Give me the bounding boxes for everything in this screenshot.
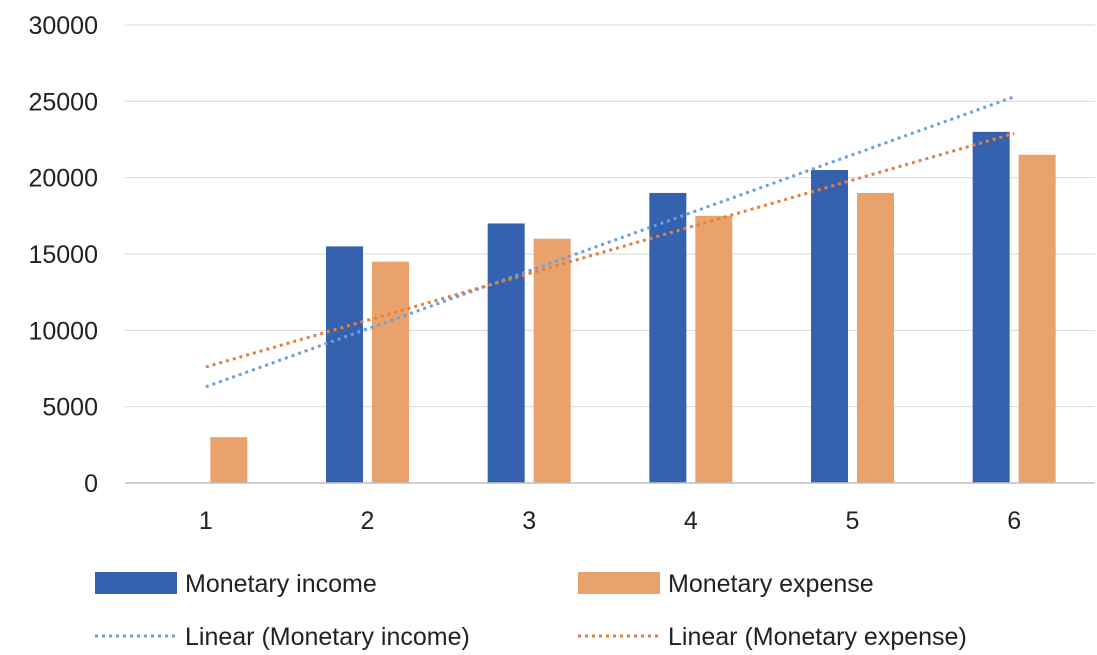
bar-monetary-income [811, 170, 848, 484]
x-tick-label: 6 [1007, 507, 1021, 535]
y-tick-label: 25000 [28, 88, 98, 116]
trendline-monetary-expense [205, 131, 1015, 369]
bar-monetary-income [649, 192, 687, 483]
bar-monetary-expense [210, 437, 248, 483]
x-tick-label: 1 [199, 507, 213, 535]
legend-label: Linear (Monetary expense) [668, 623, 967, 651]
trendlines [205, 95, 1015, 389]
x-tick-label: 3 [522, 507, 536, 535]
bar-monetary-expense [1018, 154, 1056, 483]
y-tick-label: 10000 [28, 317, 98, 345]
bar-monetary-income [487, 223, 525, 483]
bars [210, 131, 1056, 484]
bar-monetary-expense [533, 238, 571, 483]
y-tick-label: 0 [84, 470, 98, 498]
y-tick-label: 15000 [28, 241, 98, 269]
x-tick-label: 2 [361, 507, 375, 535]
bar-monetary-expense [857, 192, 894, 483]
gridlines [125, 24, 1095, 408]
bar-monetary-expense [695, 215, 733, 484]
x-tick-label: 4 [684, 507, 698, 535]
bar-monetary-expense [372, 261, 409, 483]
x-tick-label: 5 [846, 507, 860, 535]
legend-swatch [95, 572, 177, 594]
legend: Monetary income Monetary expense Linear (M… [95, 570, 967, 651]
y-tick-label: 20000 [28, 165, 98, 193]
legend-swatch [578, 572, 660, 594]
y-tick-label: 5000 [42, 394, 98, 422]
axes: 0 5000 10000 15000 20000 25000 30000 1 2 3 4 5 6 [28, 12, 1095, 535]
legend-item: Linear (Monetary income) [95, 623, 470, 651]
trendline-monetary-income [205, 95, 1015, 389]
legend-label: Monetary income [185, 570, 377, 598]
legend-item: Monetary expense [578, 570, 874, 598]
legend-item: Linear (Monetary expense) [578, 623, 967, 651]
y-tick-label: 30000 [28, 12, 98, 40]
legend-item: Monetary income [95, 570, 377, 598]
bar-monetary-income [326, 246, 363, 483]
bar-monetary-income [972, 131, 1010, 483]
legend-label: Monetary expense [668, 570, 874, 598]
legend-label: Linear (Monetary income) [185, 623, 470, 651]
